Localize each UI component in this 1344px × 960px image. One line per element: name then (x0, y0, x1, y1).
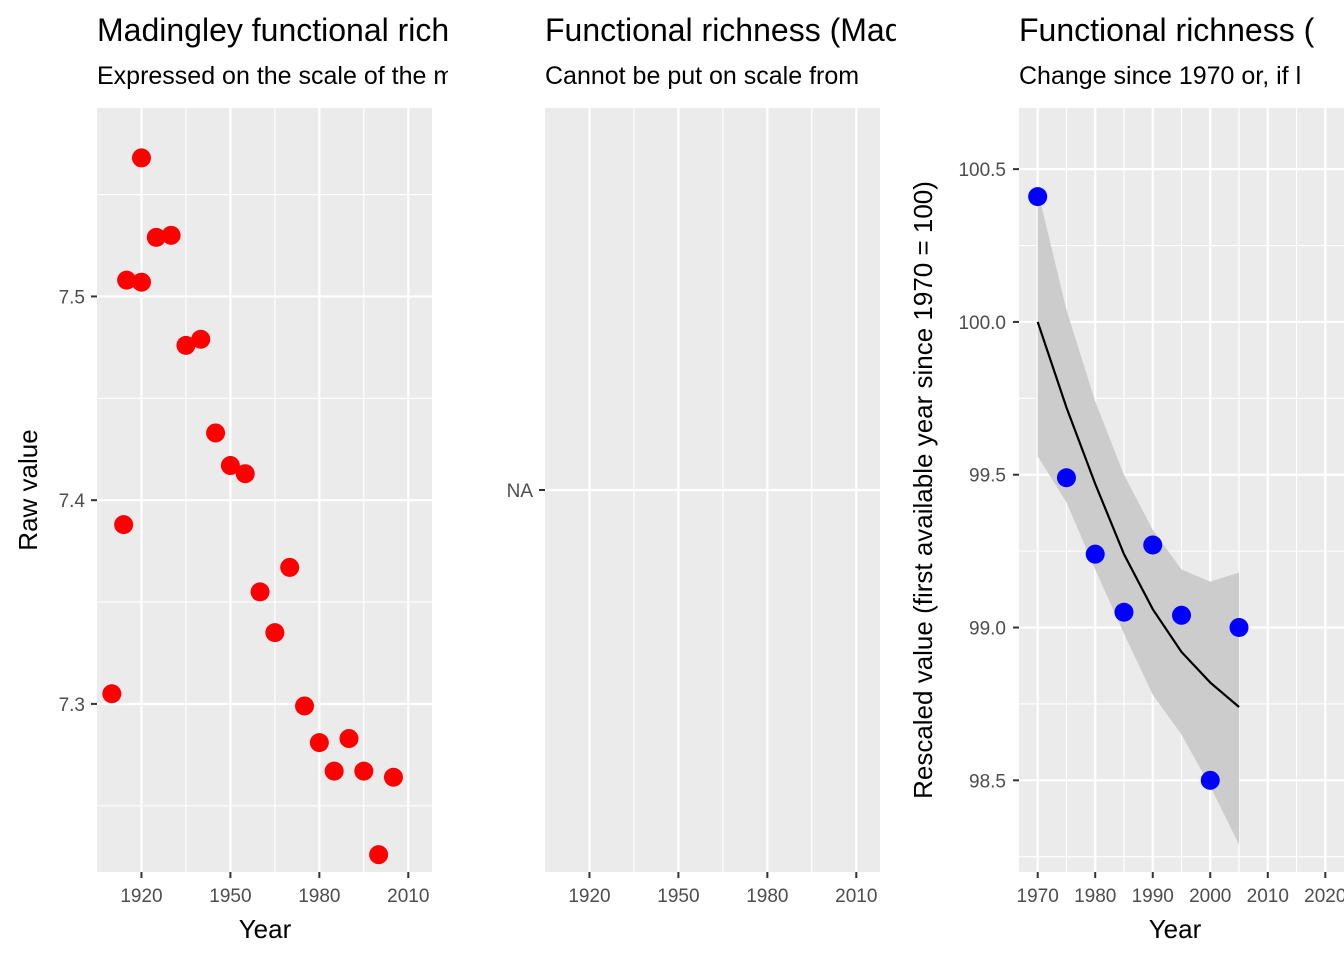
x-axis-title: Year (1149, 914, 1202, 944)
data-point (1114, 602, 1134, 622)
panel-title: Madingley functional richness (97, 12, 517, 48)
y-tick-label: 99.0 (969, 619, 1006, 640)
plot-background (97, 108, 432, 872)
x-tick-label: 2010 (1247, 886, 1289, 907)
data-points (1028, 187, 1249, 790)
y-axis-ticks: 98.5 99.0 99.5 100.0 100.5 (958, 160, 1019, 792)
data-point (1085, 544, 1105, 564)
data-point (1143, 535, 1163, 555)
panel-subtitle: Cannot be put on scale from (545, 62, 859, 90)
x-tick-label: 1980 (298, 886, 340, 907)
panel-title: Functional richness (Madingley) (545, 12, 997, 48)
confidence-band (1037, 190, 1240, 845)
x-tick-label: 2010 (387, 886, 429, 907)
data-point (206, 423, 226, 443)
y-tick-label: 7.5 (59, 287, 85, 308)
data-point (1056, 468, 1076, 488)
x-tick-label: 1920 (568, 886, 610, 907)
data-point (191, 329, 211, 349)
data-point (250, 582, 270, 602)
data-point (295, 696, 315, 716)
data-point (146, 227, 166, 247)
y-tick-label: 99.5 (969, 466, 1006, 487)
data-point (309, 733, 329, 753)
data-points (102, 148, 403, 865)
data-point (265, 623, 285, 643)
x-tick-label: 1970 (1017, 886, 1059, 907)
data-point (117, 270, 137, 290)
panel-subtitle: Change since 1970 or, if l (1019, 62, 1301, 90)
x-tick-label: 1950 (209, 886, 251, 907)
panel-functional-richness-rescaled: 98.5 99.0 99.5 100.0 100.5 1970 1980 1990 2000 2… (908, 12, 1344, 944)
y-tick-label: 98.5 (969, 771, 1006, 792)
panel-madingley-raw: 7.3 7.4 7.5 1920 1950 1980 2010 Madingley fun… (13, 12, 517, 944)
x-tick-label: 1990 (1132, 886, 1174, 907)
x-axis-ticks: 1920 1950 1980 2010 (120, 872, 429, 907)
data-point (131, 148, 151, 168)
y-tick-label: 100.0 (958, 313, 1006, 334)
y-tick-label: 7.4 (59, 491, 86, 512)
panel-subtitle: Expressed on the scale of the model (97, 62, 501, 90)
data-point (324, 761, 344, 781)
data-point (1200, 770, 1220, 790)
x-tick-label: 2010 (835, 886, 877, 907)
y-tick-label: 7.3 (59, 695, 85, 716)
data-point (1229, 618, 1249, 638)
x-tick-label: 1920 (120, 886, 162, 907)
data-point (1172, 605, 1191, 625)
data-point (339, 729, 359, 749)
data-point (369, 845, 389, 865)
data-point (161, 225, 181, 245)
data-point (102, 684, 122, 704)
y-tick-label: 100.5 (958, 160, 1006, 181)
y-tick-label: NA (507, 481, 534, 502)
x-tick-label: 2020 (1304, 886, 1344, 907)
panel-title: Functional richness ( (1019, 12, 1315, 48)
y-axis-title: Raw value (13, 429, 43, 550)
trend-line (1036, 321, 1240, 708)
data-point (383, 767, 403, 787)
data-point (354, 761, 374, 781)
data-point (176, 335, 196, 355)
gridlines (545, 108, 880, 872)
data-point (1028, 187, 1048, 207)
x-tick-label: 1980 (1074, 886, 1116, 907)
panel-functional-richness-na: NA 1920 1950 1980 2010 Functional richness … (507, 12, 997, 907)
data-point (114, 515, 134, 535)
data-point (235, 464, 255, 484)
x-axis-ticks: 1970 1980 1990 2000 2010 2020 (1017, 872, 1344, 907)
x-tick-label: 1980 (746, 886, 788, 907)
data-point (131, 272, 151, 292)
data-point (220, 456, 240, 476)
y-axis-title: Rescaled value (first available year sin… (908, 181, 938, 799)
data-point (280, 557, 300, 577)
x-axis-ticks: 1920 1950 1980 2010 (568, 872, 877, 907)
x-axis-title: Year (239, 914, 292, 944)
x-tick-label: 2000 (1189, 886, 1231, 907)
x-tick-label: 1950 (657, 886, 699, 907)
y-axis-ticks: NA (507, 481, 545, 502)
y-axis-ticks: 7.3 7.4 7.5 (59, 287, 97, 716)
